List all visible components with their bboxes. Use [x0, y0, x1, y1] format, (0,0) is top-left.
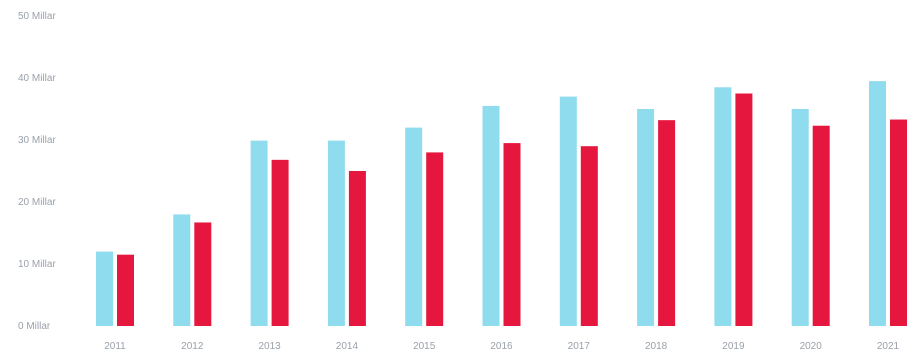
bar-series-2-2015 — [426, 152, 444, 326]
bar-series-2-2021 — [890, 119, 907, 326]
x-tick-label: 2016 — [490, 341, 513, 352]
bar-series-2-2017 — [580, 146, 598, 326]
bar-series-1-2017 — [559, 96, 577, 326]
bar-series-1-2018 — [637, 109, 655, 326]
x-tick-label: 2011 — [104, 341, 126, 352]
bar-series-2-2012 — [194, 222, 212, 326]
x-tick-label: 2017 — [568, 341, 591, 352]
bar-series-1-2019 — [714, 87, 732, 326]
bar-series-2-2020 — [812, 125, 830, 327]
x-tick-label: 2019 — [722, 341, 745, 352]
bar-series-1-2013 — [250, 140, 268, 326]
x-tick-label: 2014 — [336, 341, 359, 352]
y-tick-label: 30 Millar — [18, 135, 56, 146]
bar-series-1-2012 — [173, 214, 191, 326]
y-tick-label: 0 Millar — [18, 321, 51, 332]
bar-series-2-2018 — [658, 120, 676, 326]
x-tick-label: 2018 — [645, 341, 668, 352]
x-tick-label: 2021 — [877, 341, 900, 352]
bar-series-2-2016 — [503, 143, 521, 326]
x-tick-label: 2015 — [413, 341, 436, 352]
y-tick-label: 50 Millar — [18, 11, 56, 22]
bar-series-1-2016 — [482, 105, 500, 327]
bar-series-1-2020 — [791, 109, 809, 326]
x-axis: 2011 2012 2013 2014 2015 2016 2017 2018 2019 2020… — [104, 341, 899, 352]
bar-series-1-2011 — [96, 251, 113, 326]
y-axis: 0 Millar 10 Millar 20 Millar 30 Millar 40 Mi… — [18, 11, 56, 332]
bar-series-1-2014 — [327, 140, 345, 326]
y-tick-label: 20 Millar — [18, 197, 56, 208]
bar-series-2-2013 — [271, 159, 289, 326]
bar-series-1-2021 — [869, 81, 886, 326]
y-tick-label: 10 Millar — [18, 259, 56, 270]
x-tick-label: 2012 — [181, 341, 204, 352]
bar-series-1-2015 — [405, 127, 423, 326]
bars — [96, 81, 907, 327]
y-tick-label: 40 Millar — [18, 73, 56, 84]
x-tick-label: 2020 — [800, 341, 823, 352]
bar-series-2-2019 — [735, 93, 753, 326]
x-tick-label: 2013 — [258, 341, 281, 352]
bar-series-2-2011 — [117, 254, 134, 326]
bar-series-2-2014 — [348, 171, 366, 326]
